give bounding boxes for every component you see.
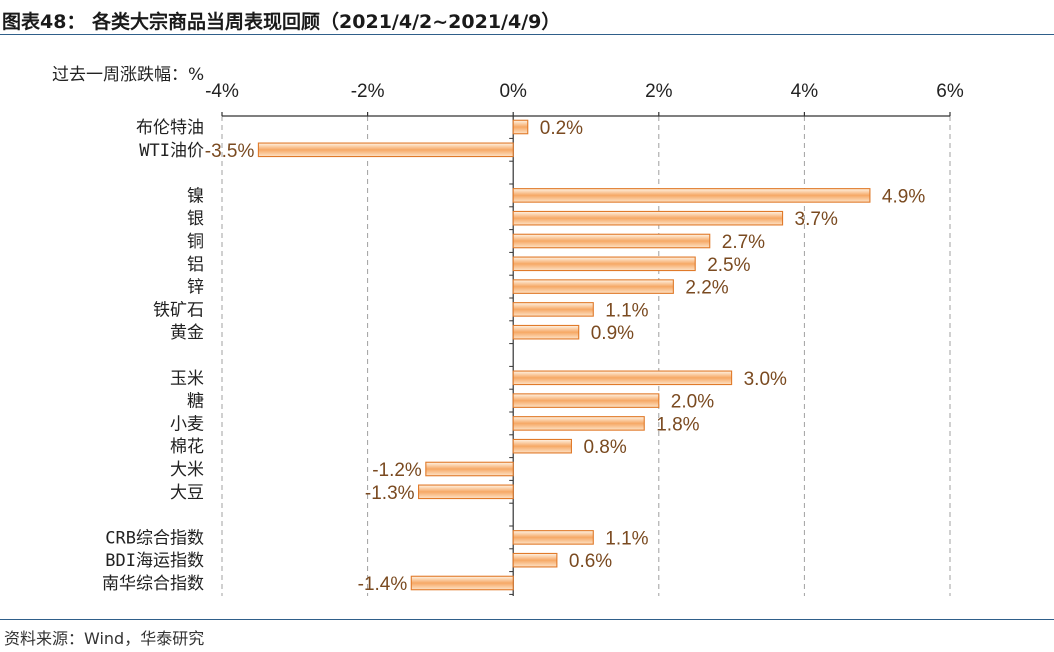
data-label: -1.4%	[358, 574, 408, 595]
bar	[512, 530, 594, 545]
category-label: 糖	[187, 392, 204, 412]
x-tick-label: 0%	[499, 81, 527, 102]
bar	[512, 302, 594, 317]
bar	[512, 256, 696, 272]
bar	[512, 416, 645, 431]
data-label: 2.5%	[707, 255, 750, 276]
category-label: 大米	[170, 460, 204, 480]
category-label: 铜	[187, 232, 204, 252]
x-tick-label: -2%	[351, 81, 385, 102]
category-label: WTI油价	[139, 141, 204, 161]
data-label: -1.2%	[372, 460, 422, 481]
category-label: 小麦	[170, 414, 204, 434]
bar	[425, 461, 514, 477]
data-label: 2.7%	[722, 232, 765, 253]
bar	[512, 119, 529, 135]
category-label: 镍	[187, 186, 204, 206]
category-label: 铁矿石	[153, 300, 204, 320]
axes	[221, 112, 951, 596]
data-label: 3.0%	[744, 369, 787, 390]
data-label: -1.3%	[365, 483, 415, 504]
category-label: CRB综合指数	[105, 528, 204, 548]
x-tick-label: 6%	[936, 81, 964, 102]
data-label: 0.2%	[540, 118, 583, 139]
labels: -4% -2% 0% 2% 4% 6% 布伦特油 0.2% WTI油价 -3.5% 镍 4.9% 银 3.…	[102, 81, 964, 595]
data-label: 0.6%	[569, 551, 612, 572]
category-label: 银	[187, 209, 204, 229]
data-label: 4.9%	[882, 186, 925, 207]
category-label: 玉米	[170, 369, 204, 389]
data-label: 0.9%	[591, 323, 634, 344]
bar	[512, 279, 674, 294]
bar-chart: -4% -2% 0% 2% 4% 6% 布伦特油 0.2% WTI油价 -3.5% 镍 4.9% 银 3.…	[102, 81, 964, 596]
data-label: -3.5%	[205, 141, 255, 162]
bar	[418, 484, 514, 500]
data-label: 1.1%	[605, 528, 648, 549]
bar	[512, 324, 580, 340]
category-label: 黄金	[170, 323, 204, 343]
category-label: 铝	[187, 255, 204, 275]
bar	[512, 438, 572, 454]
figure-title: 图表48： 各类大宗商品当周表现回顾（2021/4/2~2021/4/9）	[2, 11, 561, 33]
category-label: 大豆	[170, 483, 204, 503]
x-tick-label: -4%	[205, 81, 239, 102]
bar	[512, 210, 784, 226]
footer-rule	[0, 619, 1054, 620]
data-label: 1.1%	[605, 300, 648, 321]
bar	[512, 552, 558, 568]
source-note: 资料来源：Wind，华泰研究	[4, 629, 205, 648]
bars	[257, 119, 871, 591]
data-label: 2.0%	[671, 392, 714, 413]
title-rule	[0, 34, 1054, 35]
category-label: 棉花	[170, 437, 204, 457]
unit-label: 过去一周涨跌幅：%	[52, 65, 205, 85]
category-label: BDI海运指数	[105, 551, 204, 571]
bar	[512, 188, 871, 203]
data-label: 3.7%	[795, 209, 838, 230]
bar	[410, 575, 514, 591]
bar	[257, 142, 514, 158]
data-label: 0.8%	[583, 437, 626, 458]
category-label: 布伦特油	[136, 118, 204, 138]
category-label: 南华综合指数	[102, 574, 204, 594]
grid-lines	[221, 116, 951, 596]
x-tick-label: 2%	[645, 81, 673, 102]
bar	[512, 393, 660, 408]
data-label: 2.2%	[685, 278, 728, 299]
x-tick-label: 4%	[791, 81, 819, 102]
category-label: 锌	[187, 278, 204, 298]
bar	[512, 370, 733, 386]
bar	[512, 233, 711, 249]
data-label: 1.8%	[656, 414, 699, 435]
